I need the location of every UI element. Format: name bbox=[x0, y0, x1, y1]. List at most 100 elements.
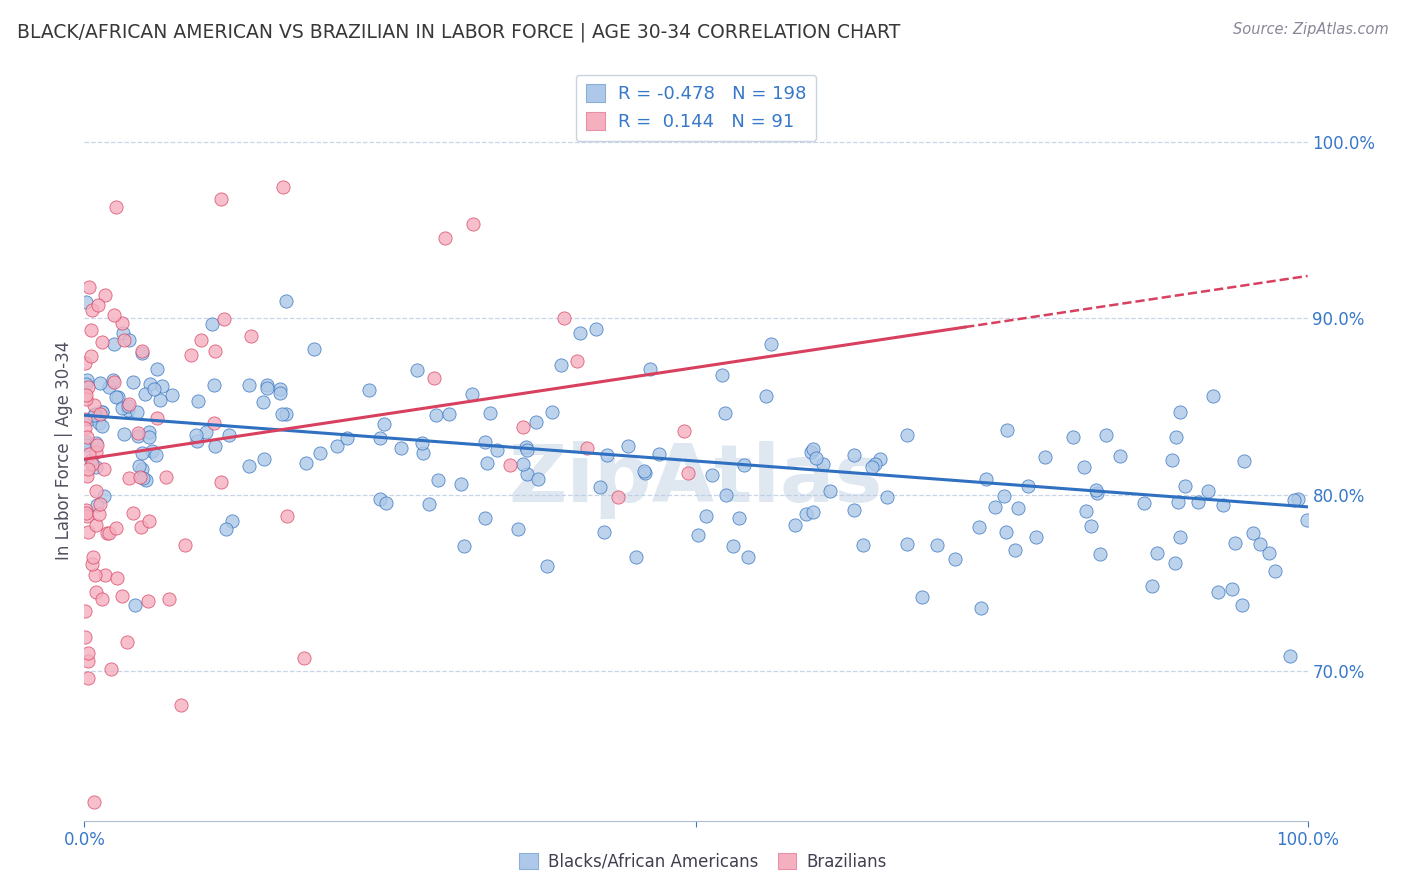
Point bbox=[418, 497, 440, 511]
Point bbox=[295, 456, 318, 470]
Point bbox=[803, 442, 825, 456]
Point bbox=[131, 462, 153, 476]
Point bbox=[478, 406, 501, 420]
Point bbox=[131, 345, 153, 359]
Point bbox=[173, 538, 195, 552]
Point bbox=[79, 447, 101, 461]
Point bbox=[1017, 479, 1039, 493]
Point bbox=[811, 458, 834, 472]
Point bbox=[150, 378, 173, 392]
Point bbox=[1095, 428, 1118, 442]
Point bbox=[94, 288, 117, 302]
Point bbox=[1223, 535, 1246, 549]
Point bbox=[127, 426, 149, 441]
Point bbox=[721, 539, 744, 553]
Point bbox=[82, 550, 104, 565]
Point bbox=[256, 381, 278, 395]
Point bbox=[1202, 389, 1225, 403]
Point bbox=[592, 524, 614, 539]
Point bbox=[141, 444, 163, 458]
Point bbox=[1168, 405, 1191, 419]
Point bbox=[1109, 449, 1132, 463]
Point bbox=[624, 550, 647, 565]
Point bbox=[76, 508, 98, 523]
Point bbox=[524, 415, 547, 429]
Point bbox=[389, 441, 412, 455]
Point bbox=[190, 333, 212, 347]
Point bbox=[1220, 582, 1243, 596]
Point bbox=[75, 503, 97, 517]
Point bbox=[516, 467, 538, 481]
Point bbox=[129, 470, 152, 484]
Point bbox=[1164, 556, 1187, 570]
Point bbox=[201, 318, 224, 332]
Point bbox=[512, 420, 534, 434]
Point bbox=[357, 383, 380, 397]
Point bbox=[1074, 504, 1097, 518]
Point bbox=[1133, 496, 1156, 510]
Point bbox=[373, 417, 395, 431]
Point bbox=[727, 510, 749, 524]
Point bbox=[588, 480, 610, 494]
Point bbox=[89, 497, 111, 511]
Point bbox=[434, 231, 457, 245]
Point bbox=[336, 431, 359, 445]
Point bbox=[75, 434, 97, 449]
Point bbox=[1233, 454, 1256, 468]
Point bbox=[77, 524, 100, 539]
Point bbox=[202, 417, 225, 431]
Point bbox=[252, 395, 274, 409]
Point bbox=[553, 311, 575, 326]
Point bbox=[304, 342, 326, 356]
Point bbox=[274, 407, 297, 421]
Y-axis label: In Labor Force | Age 30-34: In Labor Force | Age 30-34 bbox=[55, 341, 73, 560]
Point bbox=[783, 518, 806, 533]
Point bbox=[135, 473, 157, 487]
Point bbox=[271, 180, 294, 194]
Point bbox=[1264, 564, 1286, 578]
Point bbox=[143, 382, 166, 396]
Point bbox=[269, 382, 291, 396]
Point bbox=[86, 498, 108, 512]
Point bbox=[475, 456, 498, 470]
Point bbox=[967, 520, 990, 534]
Point bbox=[83, 795, 105, 809]
Point bbox=[461, 217, 484, 231]
Point bbox=[136, 594, 159, 608]
Point bbox=[170, 698, 193, 713]
Point bbox=[638, 362, 661, 376]
Point bbox=[450, 477, 472, 491]
Point bbox=[134, 386, 156, 401]
Point bbox=[515, 442, 537, 457]
Point bbox=[76, 373, 98, 387]
Point bbox=[374, 496, 396, 510]
Point bbox=[799, 444, 821, 458]
Point bbox=[276, 293, 298, 308]
Point bbox=[1085, 486, 1108, 500]
Point bbox=[93, 462, 115, 476]
Point bbox=[1206, 585, 1229, 599]
Point bbox=[77, 671, 100, 685]
Point bbox=[1085, 483, 1108, 498]
Point bbox=[569, 326, 592, 340]
Point bbox=[107, 571, 129, 585]
Point bbox=[427, 473, 450, 487]
Point bbox=[75, 506, 97, 520]
Point bbox=[75, 630, 97, 644]
Point bbox=[75, 376, 97, 391]
Point bbox=[91, 592, 114, 607]
Point bbox=[695, 509, 717, 524]
Point bbox=[648, 447, 671, 461]
Point bbox=[911, 590, 934, 604]
Point bbox=[180, 348, 202, 362]
Point bbox=[1140, 579, 1163, 593]
Point bbox=[1073, 459, 1095, 474]
Text: BLACK/AFRICAN AMERICAN VS BRAZILIAN IN LABOR FORCE | AGE 30-34 CORRELATION CHART: BLACK/AFRICAN AMERICAN VS BRAZILIAN IN L… bbox=[17, 22, 900, 42]
Point bbox=[103, 337, 125, 351]
Point bbox=[131, 445, 153, 459]
Point bbox=[527, 472, 550, 486]
Point bbox=[86, 438, 108, 452]
Point bbox=[541, 405, 564, 419]
Point bbox=[1197, 484, 1219, 499]
Point bbox=[89, 407, 111, 421]
